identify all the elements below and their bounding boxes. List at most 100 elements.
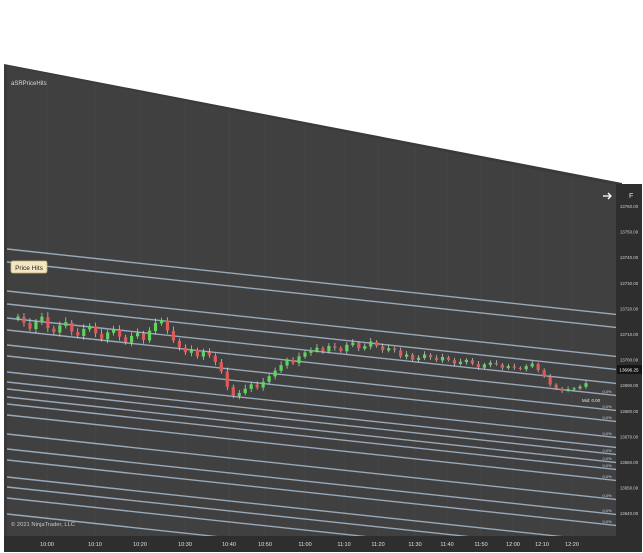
time-tick-label: 12:10 [535,542,549,548]
candle-body [225,371,229,387]
candle-body [231,386,235,396]
vertical-gridlines [46,73,573,536]
price-tick-label: 13740.00 [620,255,639,260]
candle-body [387,348,391,351]
price-tick-label: 13750.00 [620,230,639,235]
price-tick-label: 13710.00 [620,332,639,337]
candle-body [428,354,433,358]
candle-body [416,357,421,361]
price-tick-label: 13650.00 [620,486,639,491]
level-percent-label: 0.0% [602,415,612,420]
price-axis-labels: 13760.00 13750.00 13740.00 13730.00 13720.00… [620,204,639,542]
candle-body [64,322,68,326]
candle-body [207,352,211,356]
level-percent-label: 0.0% [602,431,612,436]
candle-body [333,346,337,348]
price-level-line [7,344,617,412]
candle-body [237,393,241,397]
candle-body [267,376,271,382]
candle-body [28,323,32,329]
candle-body [452,360,457,364]
time-tick-label: 10:10 [88,542,102,548]
level-percent-label: 0.0% [602,508,612,513]
price-level-line [7,388,617,456]
time-tick-label: 10:30 [178,542,192,548]
price-level-line [7,261,617,329]
time-tick-label: 11:40 [440,542,453,548]
time-tick-label: 10:00 [40,542,54,548]
candle-body [165,320,170,331]
time-tick-label: 10:50 [258,542,272,548]
chart-plot-area [7,66,616,536]
candle-body [147,330,152,341]
price-tick-label: 13730.00 [620,281,639,286]
candle-body [363,346,367,349]
candle-body [512,366,516,368]
time-tick-label: 11:00 [298,542,311,548]
level-percent-label: 0.0% [602,389,612,394]
candle-body [393,348,397,350]
candle-body [369,341,373,347]
price-hits-button[interactable]: Price Hits [10,260,48,274]
candle-body [141,333,146,341]
price-level-line [7,396,617,464]
candle-body [500,364,504,368]
chart-menu-glyph[interactable]: F [629,193,633,200]
candle-body [381,346,385,351]
candle-body [243,388,247,394]
time-tick-label: 11:30 [408,542,421,548]
candle-body [219,362,223,372]
candle-body [76,332,80,336]
price-tick-label: 13670.00 [620,434,639,439]
candle-body [135,332,140,337]
price-tick-label: 13660.00 [620,460,639,465]
candle-body [34,321,38,330]
price-tick-label: 13680.00 [620,409,639,414]
price-axis [616,184,642,536]
candle-body [159,320,164,324]
price-level-line [7,381,617,449]
level-percent-label: 0.0% [602,463,612,468]
price-tick-label: 13720.00 [620,306,639,311]
price-tick-label: 13640.00 [620,511,639,516]
price-level-line [7,414,617,482]
time-tick-label: 11:10 [337,542,350,548]
level-percent-label: 0.0% [602,456,612,461]
price-level-line [7,248,617,316]
mid-annotation: Mid: 0.00 [582,398,601,403]
level-percent-label: 0.0% [602,519,612,524]
candle-body [303,352,307,357]
current-price-marker: 13696.25 [617,365,642,374]
arrow-right-icon[interactable] [603,192,612,200]
candle-body [309,350,313,353]
candle-body [351,342,355,346]
candle-body [530,363,534,367]
candle-body [261,381,265,388]
candle-body [327,345,331,352]
chart-title: aSRPriceHits [11,81,47,87]
price-level-line [7,476,617,544]
candle-body [82,328,86,336]
price-tick-label: 13700.00 [620,358,639,363]
candle-body [434,357,439,361]
price-tick-label: 13760.00 [620,204,639,209]
candle-body [255,384,259,388]
level-percent-label: 0.0% [602,474,612,479]
candle-body [548,376,552,385]
candle-body [458,361,463,364]
candle-body [100,333,104,339]
price-level-line [7,303,617,371]
candle-body [554,384,558,389]
level-percent-label: 0.0% [602,493,612,498]
price-level-line [7,448,617,516]
candle-body [130,335,134,343]
candle-body [399,350,403,357]
candle-body [411,354,415,360]
candle-body [183,347,188,353]
time-tick-label: 10:20 [133,542,147,548]
time-axis-labels: 10:00 10:10 10:20 10:30 10:40 10:50 11:00 11:10… [40,542,579,548]
time-tick-label: 10:40 [222,542,236,548]
candle-body [345,344,349,352]
price-level-line [7,497,617,548]
